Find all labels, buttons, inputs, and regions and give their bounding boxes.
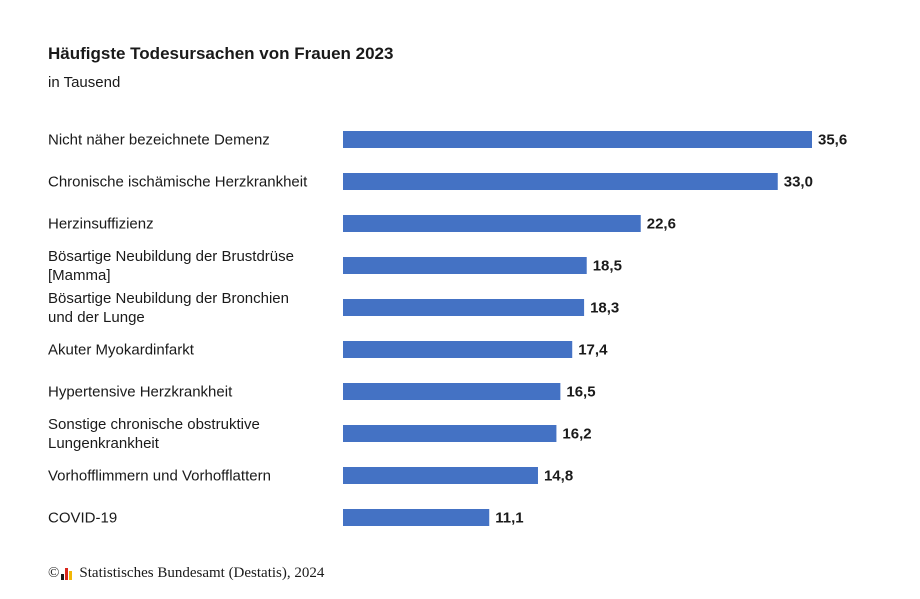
category-label: Nicht näher bezeichnete Demenz xyxy=(48,132,270,149)
category-label-line: Chronische ischämische Herzkrankheit xyxy=(48,174,308,191)
value-label: 14,8 xyxy=(544,468,573,485)
category-label: Sonstige chronische obstruktive Lungenkra… xyxy=(48,416,260,452)
bar xyxy=(343,299,585,316)
bar xyxy=(343,341,573,358)
value-label: 18,5 xyxy=(593,258,622,275)
category-label-line: Lungenkrankheit xyxy=(48,435,160,452)
category-label: Bösartige Neubildung der Bronchien und de… xyxy=(48,290,289,326)
bar xyxy=(343,467,538,484)
category-label: Herzinsuffizienz xyxy=(48,216,154,233)
category-label-line: Vorhofflimmern und Vorhofflattern xyxy=(48,468,271,485)
bar xyxy=(343,215,641,232)
category-label: Bösartige Neubildung der Brustdrüse [Mamm… xyxy=(48,248,294,284)
value-label: 11,1 xyxy=(495,510,523,527)
category-label: Hypertensive Herzkrankheit xyxy=(48,384,233,401)
value-label: 22,6 xyxy=(647,216,676,233)
destatis-logo-icon xyxy=(61,567,75,580)
bar xyxy=(343,131,812,148)
bar xyxy=(343,383,561,400)
source-text: Statistisches Bundesamt (Destatis), 2024 xyxy=(79,565,325,581)
bar xyxy=(343,425,557,442)
category-label-line: Bösartige Neubildung der Brustdrüse xyxy=(48,248,294,265)
category-label: Chronische ischämische Herzkrankheit xyxy=(48,174,308,191)
value-label: 16,2 xyxy=(562,426,591,443)
value-label: 18,3 xyxy=(590,300,619,317)
category-label: COVID-19 xyxy=(48,510,117,527)
source-footer: © Statistisches Bundesamt (Destatis), 20… xyxy=(48,565,324,582)
category-label-line: Bösartige Neubildung der Bronchien xyxy=(48,290,289,307)
category-label-line: Herzinsuffizienz xyxy=(48,216,154,233)
value-label: 33,0 xyxy=(784,174,813,191)
chart-subtitle: in Tausend xyxy=(48,74,121,91)
copyright-symbol: © xyxy=(48,565,60,581)
value-label: 17,4 xyxy=(578,342,608,359)
category-label-line: COVID-19 xyxy=(48,510,117,527)
category-label-line: Sonstige chronische obstruktive xyxy=(48,416,260,433)
value-label: 16,5 xyxy=(566,384,595,401)
value-label: 35,6 xyxy=(818,132,847,149)
category-label-line: und der Lunge xyxy=(48,309,145,326)
category-label-line: [Mamma] xyxy=(48,267,111,284)
bar xyxy=(343,257,587,274)
category-label: Akuter Myokardinfarkt xyxy=(48,342,195,359)
bar xyxy=(343,509,490,526)
category-label-line: Akuter Myokardinfarkt xyxy=(48,342,195,359)
category-label-line: Nicht näher bezeichnete Demenz xyxy=(48,132,270,149)
chart-title: Häufigste Todesursachen von Frauen 2023 xyxy=(48,44,394,63)
category-label: Vorhofflimmern und Vorhofflattern xyxy=(48,468,271,485)
category-label-line: Hypertensive Herzkrankheit xyxy=(48,384,233,401)
bar xyxy=(343,173,778,190)
